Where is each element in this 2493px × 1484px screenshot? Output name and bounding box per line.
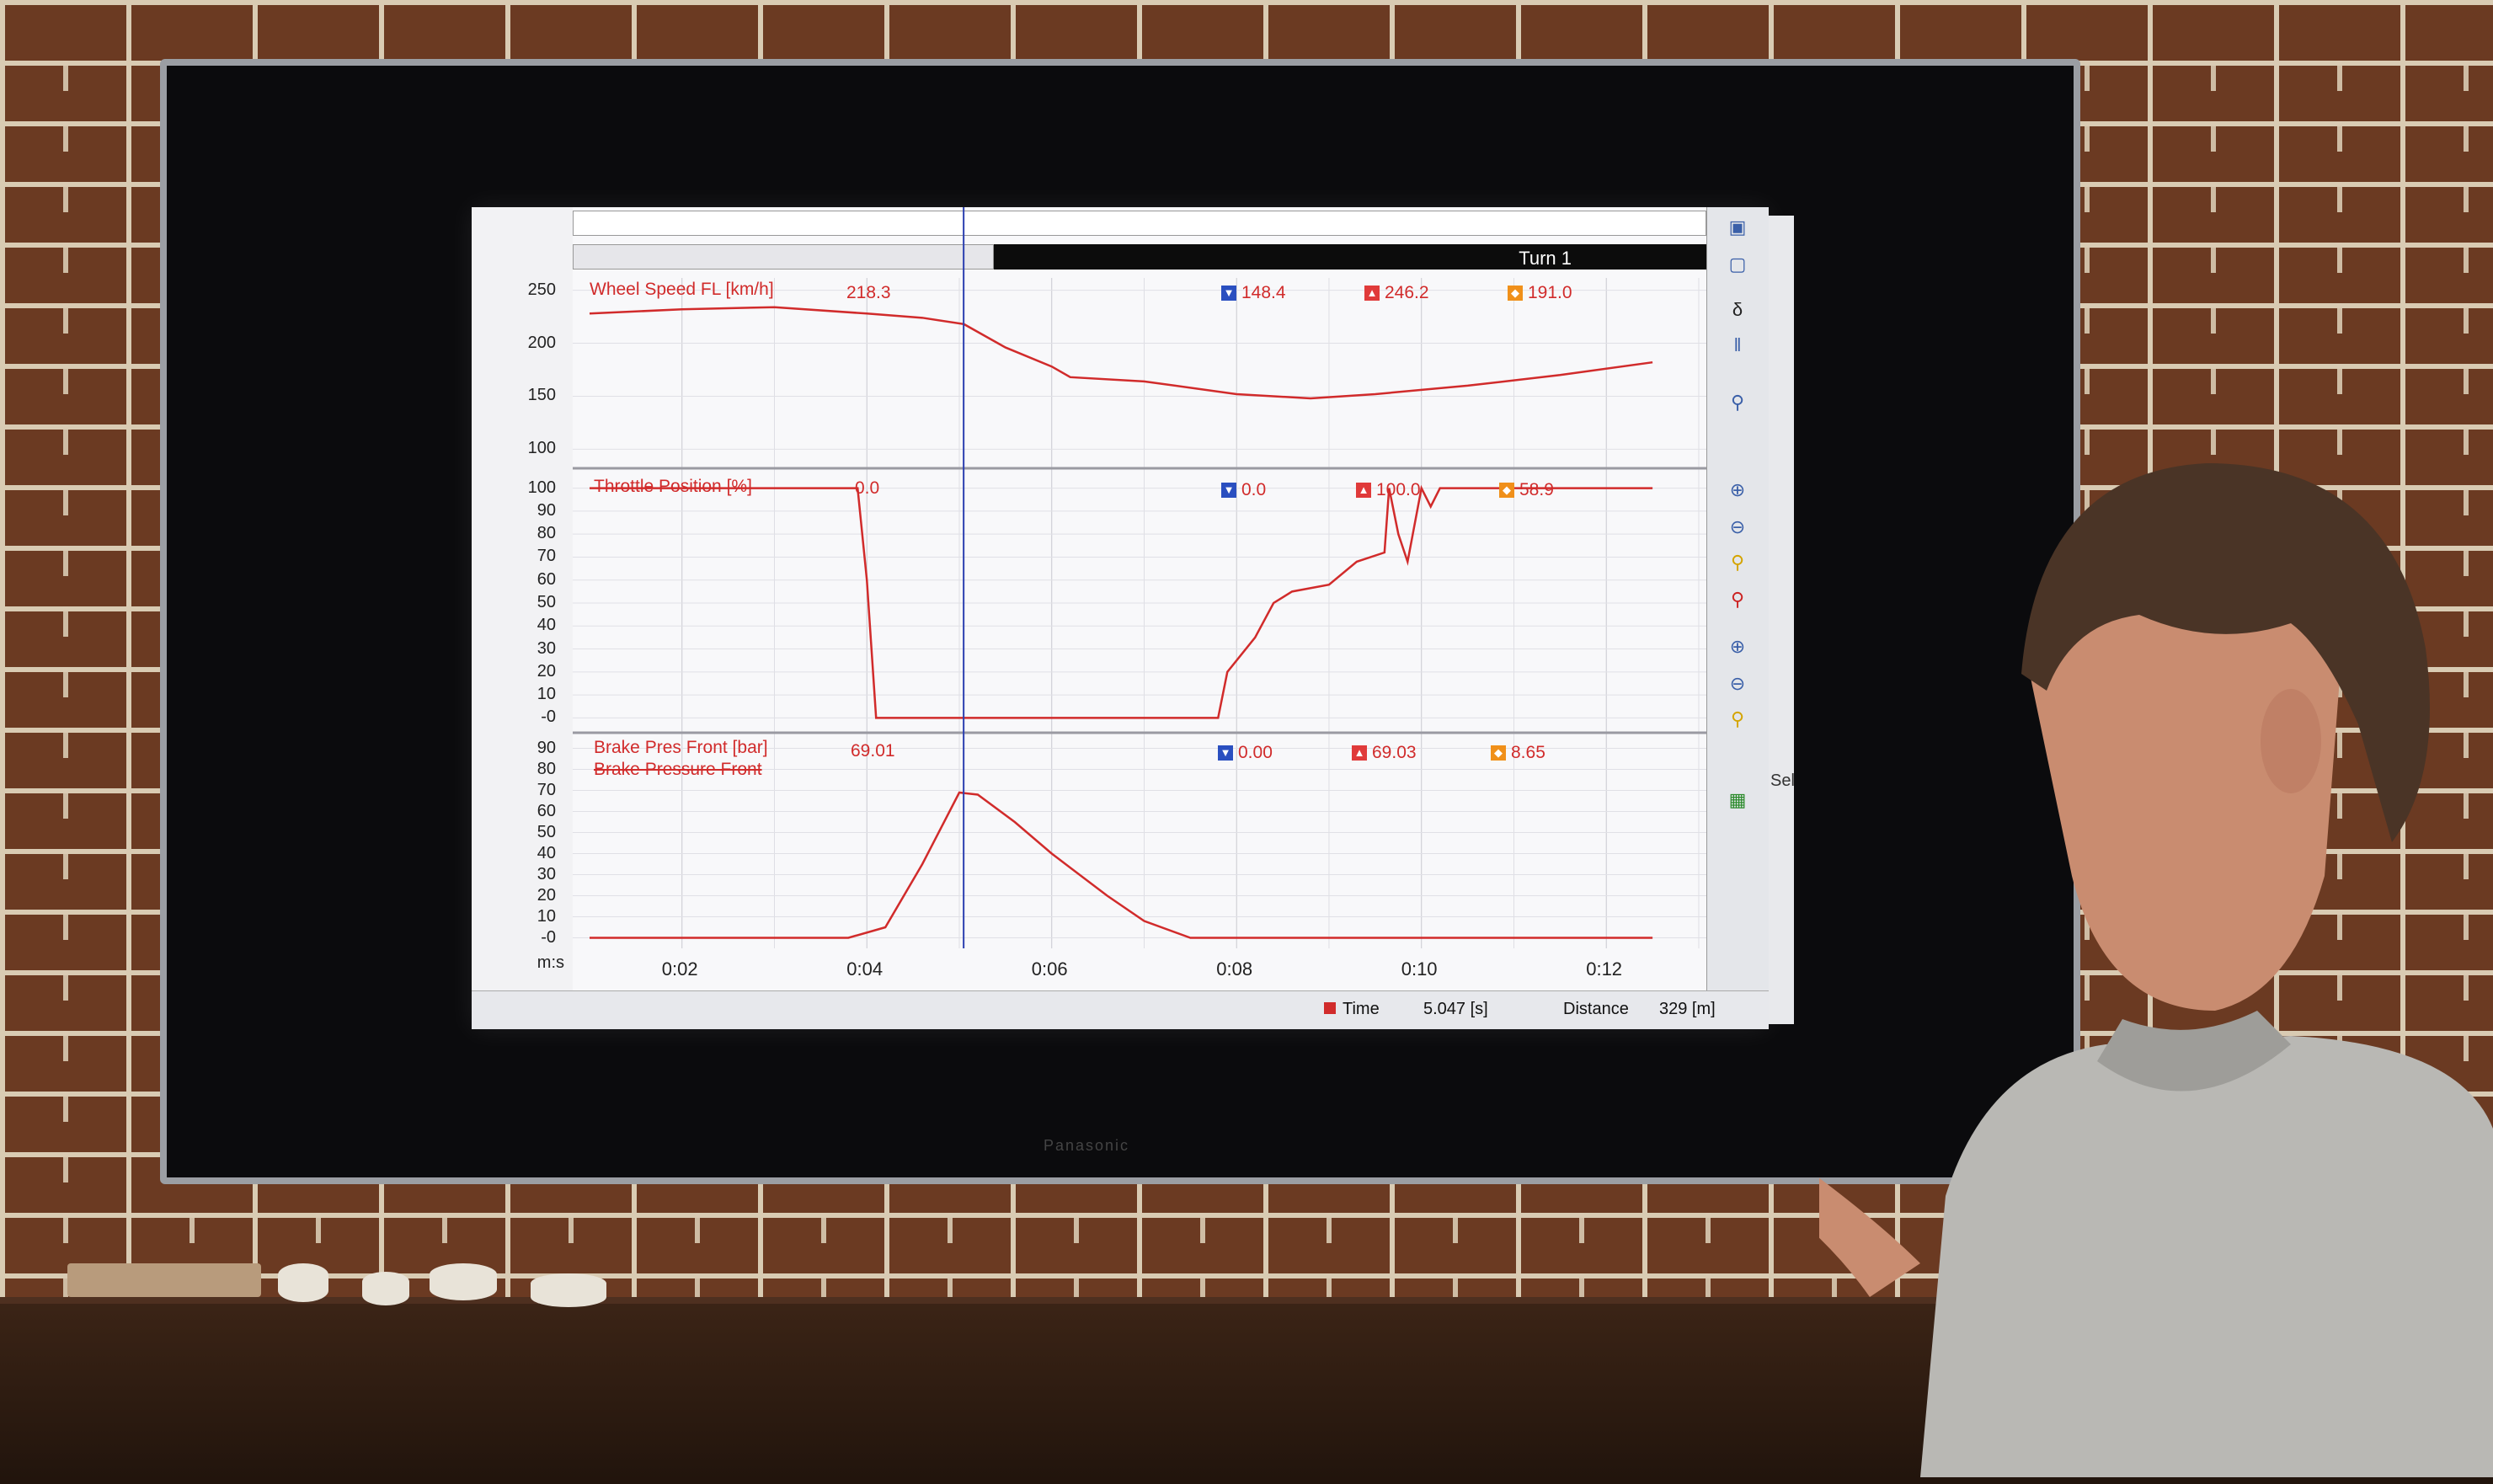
distance-label: Distance [1563,1000,1629,1018]
chart-svg[interactable] [573,207,1706,990]
channel-3-cursor-value: 69.01 [851,741,895,761]
status-bar: Time 5.047 [s] Distance 329 [m] [472,990,1769,1029]
candle [430,1263,497,1300]
telemetry-software-screen: 250 200 150 100 100 90 80 70 60 50 40 30 20 10 -0 90 80 7… [472,207,1769,1029]
y-tick-label: 70 [537,547,556,566]
segment-empty[interactable] [573,244,994,270]
y-tick-label: 90 [537,738,556,757]
segment-turn-1[interactable]: Turn 1 [994,244,1706,270]
presenter [1819,463,2493,1477]
channel-2-min: ▼ 0.0 [1221,480,1266,500]
min-icon: ▼ [1221,483,1236,499]
x-tick-label: 0:04 [846,958,883,980]
y-tick-label: 40 [537,843,556,862]
y-tick-label: 50 [537,593,556,611]
y-tick-label: 30 [537,638,556,658]
delta-icon[interactable]: δ [1732,299,1743,320]
zoom-x-out-icon[interactable]: ⊖ [1729,673,1746,694]
avg-icon: ◆ [1499,483,1514,499]
y-tick-label: 150 [527,386,556,405]
channel-3-min: ▼ 0.00 [1218,743,1273,763]
avg-icon: ◆ [1508,286,1523,302]
channel-2-max: ▲ 100.0 [1356,480,1421,500]
channel-1-avg: ◆ 191.0 [1508,283,1572,303]
zoom-reset-icon[interactable]: ⚲ [1730,589,1745,610]
channel-3-name: Brake Pres Front [bar] [594,738,768,757]
channel-2-name: Throttle Position [%] [594,477,752,496]
channel-3-max: ▲ 69.03 [1352,743,1417,763]
channel-2-cursor-value: 0.0 [855,478,880,498]
y-tick-label: 60 [537,801,556,820]
channel-1-max: ▲ 246.2 [1364,283,1429,303]
y-tick-label: 10 [537,906,556,926]
tv-brand-label: Panasonic [1043,1137,1130,1154]
layout-icon[interactable]: ▣ [1728,216,1747,238]
x-tick-label: 0:10 [1401,958,1438,980]
x-tick-label: 0:12 [1586,958,1623,980]
max-icon: ▲ [1352,745,1367,761]
y-tick-label: 10 [537,685,556,704]
y-tick-label: 20 [537,661,556,681]
zoom-icon[interactable]: ⚲ [1730,392,1745,413]
zoom-out-icon[interactable]: ⊖ [1729,516,1746,537]
channel-1-min: ▼ 148.4 [1221,283,1286,303]
series-line-1 [589,306,1653,400]
zoom-fit-icon[interactable]: ⚲ [1730,552,1745,573]
min-icon: ▼ [1221,286,1236,302]
avg-icon: ◆ [1491,745,1506,761]
channel-3-subname: Brake Pressure Front [594,760,762,779]
y-tick-label: 90 [537,500,556,520]
y-tick-label: 20 [537,885,556,905]
distance-value: 329 [m] [1659,1000,1716,1018]
channel-2-avg: ◆ 58.9 [1499,480,1554,500]
x-axis-unit: m:s [537,953,564,972]
channel-1-cursor-value: 218.3 [846,283,891,302]
time-value: 5.047 [s] [1423,1000,1488,1018]
series-line-2 [590,484,1653,719]
x-tick-label: 0:06 [1031,958,1068,980]
map-icon[interactable]: ▦ [1728,789,1747,810]
y-tick-label: 250 [527,280,556,299]
series-line-3 [590,791,1653,939]
x-tick-label: 0:02 [661,958,698,980]
segment-bar[interactable]: Turn 1 [573,207,1706,278]
pause-icon[interactable]: ‖ [1733,334,1742,355]
zoom-x-fit-icon[interactable]: ⚲ [1730,708,1745,729]
side-panel-edge: Sel [1769,216,1795,1024]
time-marker-icon [1324,1002,1336,1014]
y-tick-label: 100 [527,439,556,458]
min-icon: ▼ [1218,745,1233,761]
window-icon[interactable]: ▢ [1728,254,1747,275]
plot-area[interactable]: Turn 1 Wheel Speed FL [km/h] 218.3 ▼ 148.… [573,207,1706,990]
zoom-x-in-icon[interactable]: ⊕ [1729,636,1746,657]
max-icon: ▲ [1356,483,1371,499]
y-tick-label: 30 [537,864,556,883]
wooden-tray [67,1263,261,1297]
time-label: Time [1343,1000,1380,1018]
y-tick-label: 70 [537,780,556,799]
y-tick-label: 80 [537,524,556,543]
y-axis-panel: 250 200 150 100 100 90 80 70 60 50 40 30 20 10 -0 90 80 7… [472,207,574,990]
candle [278,1263,328,1302]
candle [531,1273,606,1307]
max-icon: ▲ [1364,286,1380,302]
zoom-in-icon[interactable]: ⊕ [1729,479,1746,500]
y-tick-label: 200 [527,333,556,352]
y-tick-label: 100 [527,478,556,497]
candle [362,1272,409,1305]
y-tick-label: 60 [537,569,556,589]
x-tick-label: 0:08 [1216,958,1253,980]
overview-strip[interactable] [573,211,1706,236]
right-toolbar: ▣ ▢ δ ‖ ⚲ ⊕ ⊖ ⚲ ⚲ ⊕ ⊖ ⚲ ▦ [1706,207,1769,990]
y-tick-label: 40 [537,616,556,635]
channel-1-name: Wheel Speed FL [km/h] [590,280,774,299]
side-panel-text: Sel [1770,771,1795,790]
y-tick-label: 50 [537,822,556,841]
y-tick-label: -0 [541,707,556,727]
segment-label: Turn 1 [1519,248,1572,269]
y-tick-label: 80 [537,759,556,778]
y-tick-label: -0 [541,927,556,947]
channel-3-avg: ◆ 8.65 [1491,743,1545,763]
